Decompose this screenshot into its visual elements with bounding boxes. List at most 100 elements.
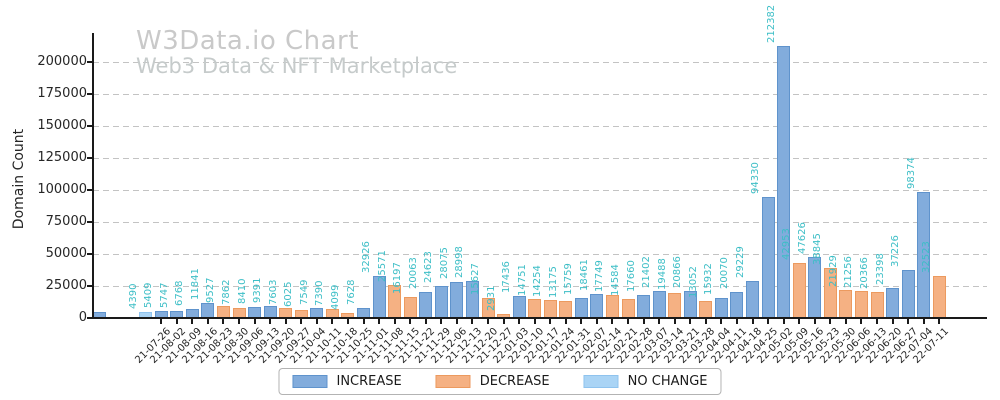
bar-value-label: 8410 [236,278,248,305]
y-tick-label: 200000 [37,54,87,69]
bar-value-label: 17660 [625,260,637,293]
bar-22-03-14 [668,293,682,318]
x-tick-mark [284,319,287,324]
y-tick-label: 75000 [45,214,87,229]
bar-value-label: 25571 [376,250,388,283]
bar-22-05-30 [839,289,853,318]
x-tick-mark [735,319,738,324]
bar-21-08-23 [216,305,230,318]
bar-22-07-11 [932,276,946,318]
y-tick-mark [87,125,92,127]
x-tick-mark [487,319,489,324]
legend-swatch-nochange [583,375,619,388]
legend-swatch-decrease [435,375,471,388]
bar-value-label: 15932 [703,262,715,295]
x-tick-mark [331,319,334,324]
bar-22-03-28 [699,301,713,318]
bar-22-01-31 [574,297,588,318]
x-tick-mark [206,319,209,324]
bar-value-label: 28075 [438,247,450,280]
legend: INCREASE DECREASE NO CHANGE [278,368,722,395]
x-tick-mark [533,319,536,324]
bar-value-label: 13052 [687,266,699,299]
bar-value-label: 14584 [610,264,622,297]
bar-22-04-25 [761,197,775,318]
bar-value-label: 7390 [314,280,326,306]
bar-value-label: 7549 [298,279,310,306]
bar-21-07-26 [154,311,168,318]
x-tick-mark [891,319,894,324]
x-tick-mark [813,319,816,324]
y-axis-label: Domain Count [11,128,27,230]
bar-22-01-24 [559,301,573,318]
bar-21-11-08 [388,285,402,318]
bar-value-label: 19488 [656,258,668,291]
bar-value-label: 13175 [547,266,559,299]
y-tick-mark [87,157,92,159]
bar-21-10-04 [310,308,324,318]
bar-value-label: 32926 [361,241,373,273]
bar-22-01-10 [528,299,542,318]
x-tick-mark [315,319,318,324]
bar-value-label: 32523 [921,241,933,274]
x-tick-mark [409,319,412,324]
x-tick-mark [580,319,583,324]
bar-value-label: 16197 [392,262,404,295]
legend-item-nochange: NO CHANGE [583,374,708,389]
bar-22-06-27 [901,270,915,318]
bar-value-label: 42953 [781,228,793,261]
bar-22-02-07 [590,294,604,318]
gridline [93,190,987,191]
x-tick-mark [938,319,941,324]
bar-value-label: 14751 [516,264,528,297]
bar-value-label: 38845 [812,233,824,266]
x-tick-mark [175,319,178,324]
bar-value-label: 15759 [563,263,575,295]
x-tick-mark [860,319,863,324]
y-tick-label: 150000 [37,118,87,133]
x-tick-mark [191,319,194,324]
bar-21-08-09 [185,309,199,318]
bar-value-label: 18461 [578,259,590,292]
x-tick-mark [471,319,474,324]
bar-21-08-16 [201,302,215,318]
y-tick-label: 25000 [45,278,87,293]
x-axis-spine [92,317,987,319]
bar-value-label: 5409 [143,282,155,309]
bar-value-label: 28998 [454,246,466,278]
bar-21-12-20 [481,297,495,318]
bar-22-04-18 [746,280,760,318]
x-tick-mark [346,319,349,324]
bar-22-06-20 [886,288,900,318]
x-tick-mark [704,319,707,324]
x-tick-mark [253,319,256,324]
x-tick-mark [720,319,723,324]
chart-title: W3Data.io Chart [136,26,359,56]
x-tick-mark [642,319,645,324]
bar-unlabeled [139,312,153,318]
gridline [93,94,987,95]
x-tick-mark [611,319,614,324]
x-tick-mark [269,319,272,324]
legend-swatch-increase [292,375,328,388]
bar-value-label: 6768 [174,280,186,307]
bar-value-label: 6025 [283,281,295,308]
x-tick-mark [362,319,365,324]
bar-value-label: 17749 [594,260,606,293]
bar-value-label: 20366 [859,257,870,289]
bar-22-05-09 [792,263,806,318]
bar-22-05-02 [777,46,791,318]
bar-22-05-16 [808,257,822,318]
bar-22-01-03 [512,295,526,318]
x-tick-mark [767,319,770,324]
bar-22-02-28 [637,295,651,318]
bar-21-09-06 [248,307,262,318]
bar-21-08-02 [170,310,184,318]
y-tick-mark [87,221,92,223]
bar-22-03-07 [652,290,666,318]
y-tick-label: 50000 [45,246,87,261]
x-tick-mark [455,319,458,324]
y-tick-label: 0 [78,310,87,325]
bar-value-label: 9391 [252,277,264,303]
